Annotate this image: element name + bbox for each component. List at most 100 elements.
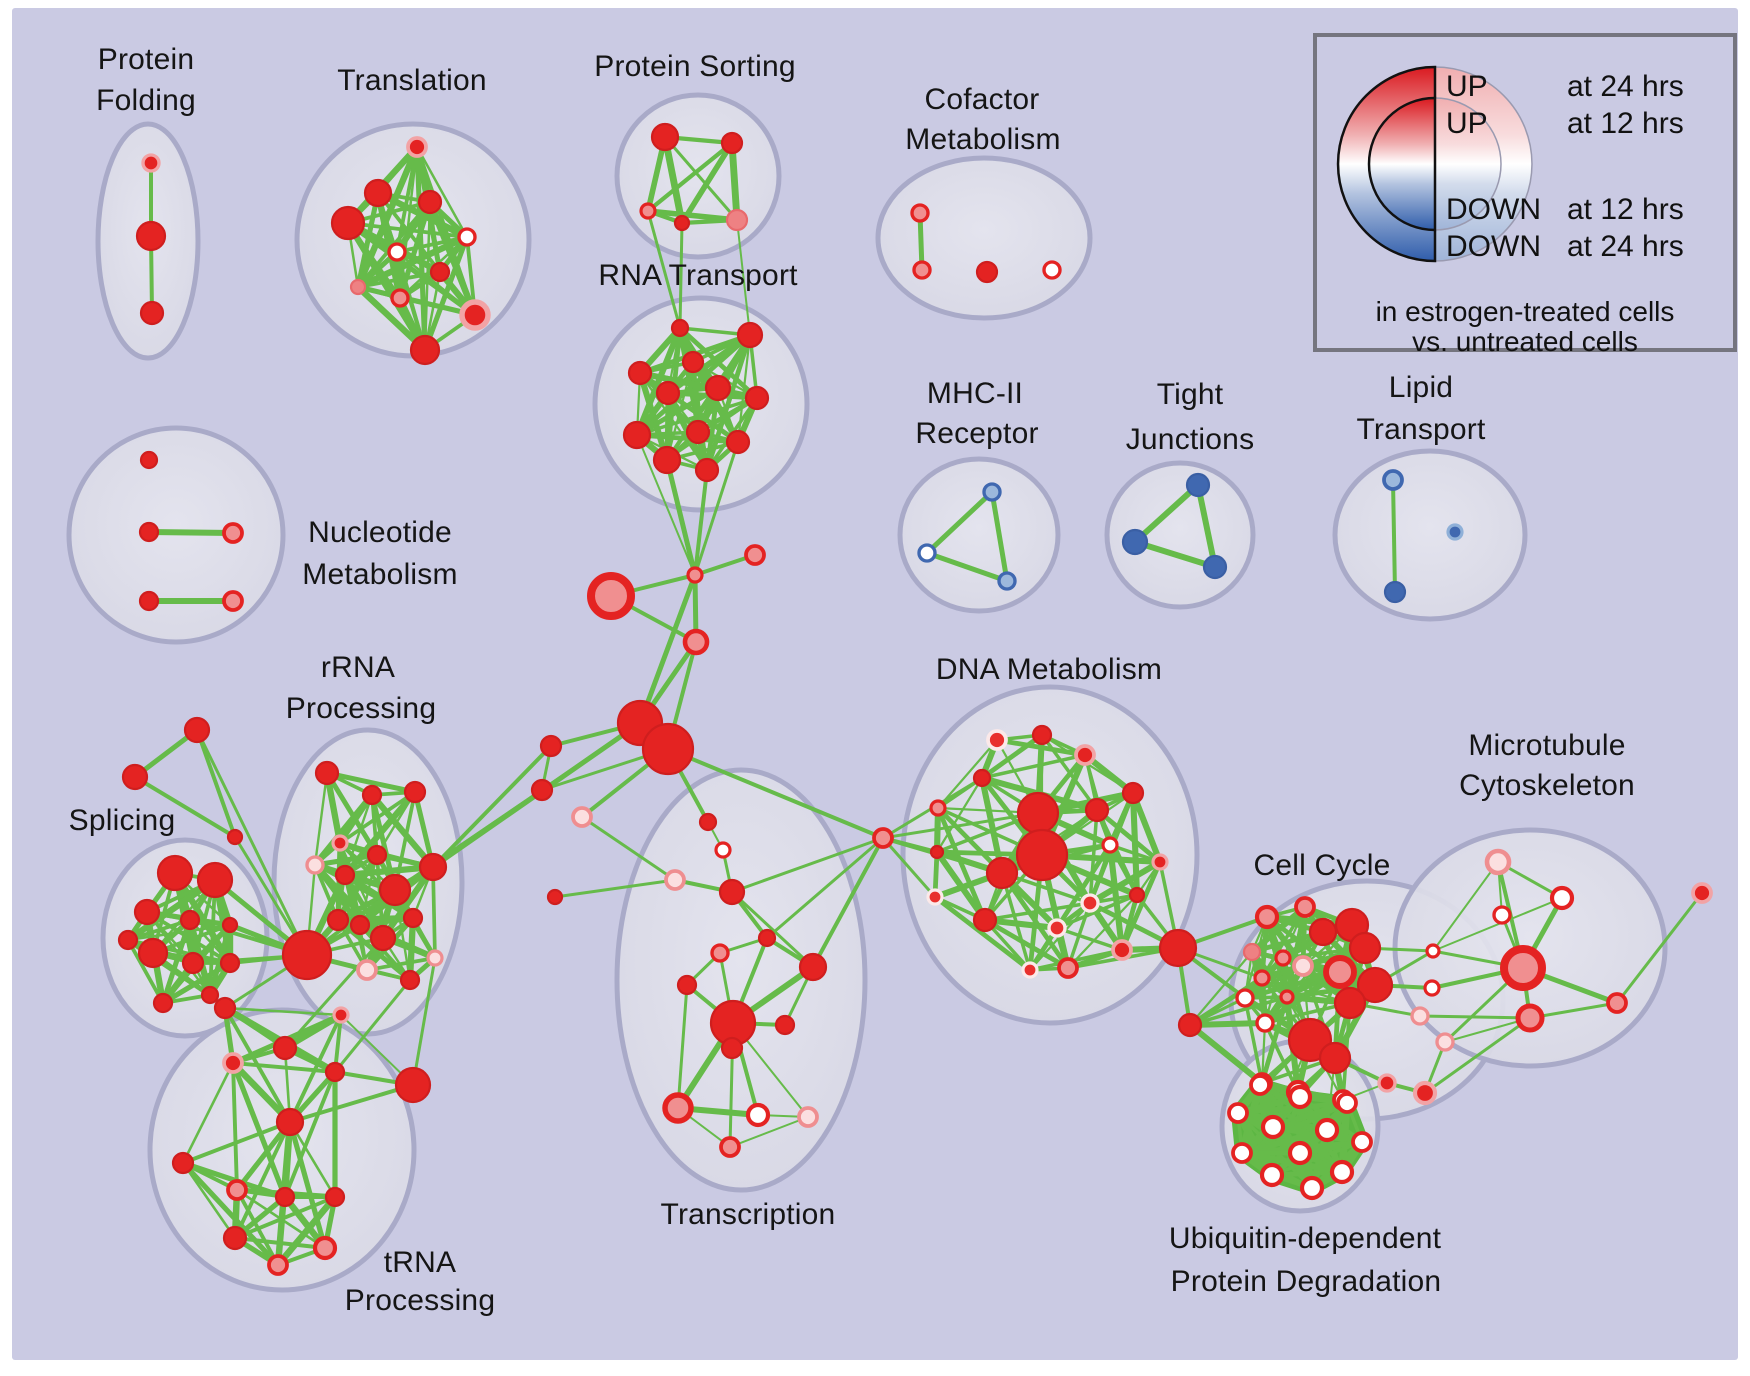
legend-down-24-time: at 24 hrs <box>1567 230 1684 263</box>
network-edge <box>345 220 478 318</box>
network-edge <box>393 788 544 892</box>
network-edge <box>233 1195 337 1240</box>
legend-inner-circle-pale-half <box>1434 97 1502 231</box>
network-node <box>378 873 412 907</box>
network-edge <box>1188 1021 1267 1027</box>
network-edge <box>354 233 471 291</box>
network-node <box>349 914 371 936</box>
network-node <box>1383 580 1407 604</box>
network-node <box>361 784 383 806</box>
network-node <box>744 385 770 411</box>
network-node <box>1691 882 1713 904</box>
network-node <box>409 334 441 366</box>
cluster-label-protein-folding-line1: Protein <box>97 43 195 76</box>
network-node <box>312 1235 338 1261</box>
network-edge <box>1108 843 1139 897</box>
network-node <box>133 898 161 926</box>
cluster-label-ubiquitin-degradation-line2: Protein Degradation <box>1170 1265 1442 1298</box>
network-edge <box>661 133 686 227</box>
network-node <box>975 260 999 284</box>
legend-node-glyph <box>1336 65 1533 263</box>
network-node <box>1031 724 1053 746</box>
network-node <box>331 834 349 852</box>
network-edge <box>365 956 437 972</box>
network-node <box>363 178 393 208</box>
network-edge <box>1055 926 1124 952</box>
network-node <box>622 420 652 450</box>
network-node <box>390 288 410 308</box>
cluster-label-rna-transport: RNA Transport <box>598 259 798 292</box>
network-edge <box>133 775 237 839</box>
network-node <box>117 929 139 951</box>
network-node <box>1606 992 1628 1014</box>
network-node <box>745 1102 771 1128</box>
network-node <box>222 522 244 544</box>
network-node <box>546 888 564 906</box>
network-edge <box>1188 950 1254 1027</box>
network-edge <box>233 1120 292 1240</box>
network-node <box>1235 988 1255 1008</box>
network-node <box>539 734 563 758</box>
network-edge <box>636 434 696 576</box>
network-node <box>222 1225 248 1251</box>
network-node <box>366 844 388 866</box>
network-edge <box>728 139 741 224</box>
cluster-label-ubiquitin-degradation-line1: Ubiquitin-dependent <box>1168 1222 1442 1255</box>
network-node <box>662 1092 694 1124</box>
cluster-label-trna-processing-line1: tRNA <box>383 1246 457 1279</box>
network-node <box>387 242 407 262</box>
network-edge <box>645 208 740 223</box>
network-edge <box>881 811 1040 840</box>
network-node <box>704 374 732 402</box>
legend-inner-circle-12hr-half <box>1367 96 1437 232</box>
cluster-label-tight-junctions-line1: Tight <box>1156 378 1224 411</box>
network-node <box>222 590 244 612</box>
network-node <box>1242 942 1262 962</box>
network-node <box>121 763 149 791</box>
network-node <box>394 1066 432 1104</box>
legend-up-24-label: UP <box>1446 70 1488 103</box>
network-edge <box>324 770 418 795</box>
network-edge <box>1423 1016 1532 1095</box>
network-edge <box>393 790 417 892</box>
network-edge <box>375 790 417 857</box>
network-edge <box>1187 975 1265 1028</box>
network-edge <box>924 489 995 556</box>
network-node <box>138 521 160 543</box>
network-node <box>183 716 211 744</box>
network-edge <box>333 978 412 1074</box>
network-node <box>1323 955 1357 989</box>
network-node <box>349 278 367 296</box>
network-node <box>152 992 174 1014</box>
network-edge <box>989 489 1010 584</box>
cluster-label-mhc-ii-receptor-line1: MHC-II <box>926 377 1024 410</box>
network-node <box>670 318 690 338</box>
network-node <box>334 864 356 886</box>
network-edge <box>354 283 429 354</box>
network-edge <box>354 143 421 291</box>
network-node <box>1336 1092 1358 1114</box>
network-node <box>1333 986 1367 1020</box>
cluster-label-nucleotide-metabolism-line1: Nucleotide <box>308 516 452 549</box>
network-node <box>798 952 828 982</box>
network-edge <box>160 917 193 1006</box>
network-edge <box>678 221 684 330</box>
network-node <box>627 360 653 386</box>
network-node <box>1515 1003 1545 1033</box>
network-edge <box>126 918 192 942</box>
network-node <box>429 261 451 283</box>
network-node <box>1492 905 1512 925</box>
network-node <box>1121 528 1149 556</box>
network-edge <box>287 1119 328 1251</box>
network-node <box>1318 1041 1352 1075</box>
network-node <box>1446 523 1464 541</box>
network-edge <box>1238 1126 1331 1157</box>
network-edge <box>924 550 1010 584</box>
cluster-label-lipid-transport-line2: Transport <box>1356 413 1486 446</box>
network-node <box>141 153 161 173</box>
network-node <box>744 544 766 566</box>
network-node <box>1254 904 1280 930</box>
network-node <box>681 350 705 374</box>
network-edge <box>666 747 885 840</box>
